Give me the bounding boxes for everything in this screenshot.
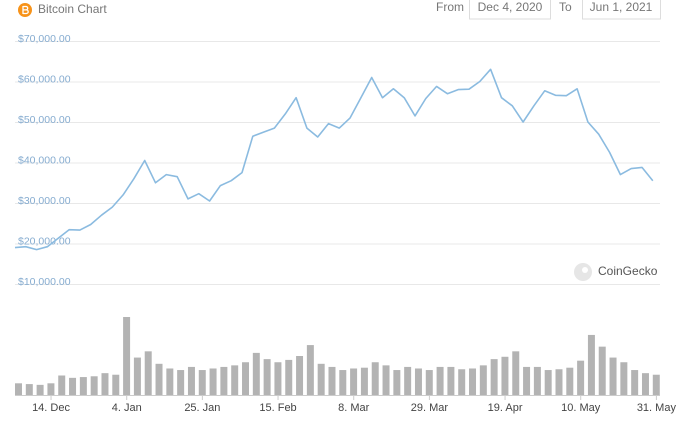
volume-bar xyxy=(285,359,293,395)
volume-bar xyxy=(306,345,314,395)
volume-bar xyxy=(133,357,141,395)
y-tick-label: $20,000.00 xyxy=(18,235,71,247)
volume-bar xyxy=(490,359,498,395)
volume-bar xyxy=(501,356,509,395)
volume-bar xyxy=(47,383,55,395)
volume-bar xyxy=(404,366,412,395)
volume-bar xyxy=(58,375,66,395)
x-tick-label: 15. Feb xyxy=(259,402,296,414)
chart-title: Bitcoin Chart xyxy=(38,2,107,16)
x-tick-label: 10. May xyxy=(561,402,601,414)
volume-bar xyxy=(641,373,649,395)
from-date[interactable]: Dec 4, 2020 xyxy=(478,0,543,14)
volume-bar xyxy=(360,367,368,395)
y-tick-label: $70,000.00 xyxy=(18,33,71,45)
volume-bar xyxy=(425,370,433,395)
volume-bar xyxy=(296,356,304,395)
volume-bar xyxy=(620,362,628,395)
volume-bar xyxy=(112,374,120,395)
x-tick-label: 8. Mar xyxy=(338,402,370,414)
watermark-logo-eye xyxy=(582,267,588,273)
volume-bar xyxy=(79,377,87,395)
x-tick-label: 29. Mar xyxy=(411,402,449,414)
volume-bar xyxy=(414,368,422,395)
volume-bar xyxy=(209,368,217,395)
bitcoin-glyph xyxy=(22,5,29,15)
volume-bar xyxy=(317,363,325,395)
volume-bar xyxy=(577,360,585,395)
volume-bar xyxy=(652,374,660,395)
volume-bar xyxy=(198,370,206,395)
volume-bar xyxy=(252,352,260,395)
volume-bar xyxy=(274,362,282,395)
volume-bar xyxy=(609,357,617,395)
volume-bar xyxy=(631,370,639,395)
volume-bar xyxy=(15,383,22,395)
volume-bar xyxy=(242,362,249,395)
x-tick-label: 31. May xyxy=(637,402,676,414)
volume-bar xyxy=(339,370,347,395)
volume-bar xyxy=(598,346,606,395)
volume-bar xyxy=(90,376,98,395)
volume-bar xyxy=(469,368,477,395)
volume-bar xyxy=(166,368,174,395)
volume-bar xyxy=(155,363,163,395)
volume-bar xyxy=(447,366,455,395)
x-tick-label: 19. Apr xyxy=(488,402,523,414)
to-label: To xyxy=(559,0,572,14)
volume-bar xyxy=(123,317,131,395)
volume-bar xyxy=(587,334,595,395)
volume-bar xyxy=(69,377,77,395)
volume-bar xyxy=(533,366,541,395)
volume-bar xyxy=(436,366,444,395)
volume-bar xyxy=(328,366,336,395)
x-tick-label: 14. Dec xyxy=(32,402,70,414)
volume-bar xyxy=(231,365,239,395)
volume-bar xyxy=(25,384,33,395)
volume-bar xyxy=(382,365,390,395)
volume-bar xyxy=(458,369,466,395)
volume-bar xyxy=(350,368,358,395)
volume-bar xyxy=(263,359,271,395)
y-tick-label: $60,000.00 xyxy=(18,73,71,85)
from-date-input[interactable] xyxy=(469,0,551,20)
volume-bar xyxy=(36,384,44,395)
volume-bar xyxy=(523,366,531,395)
to-date-input[interactable] xyxy=(582,0,661,20)
volume-bar xyxy=(187,366,195,395)
volume-bar xyxy=(544,370,552,395)
volume-bar xyxy=(220,366,228,395)
y-tick-label: $40,000.00 xyxy=(18,154,71,166)
volume-bar xyxy=(144,351,152,395)
volume-bar xyxy=(566,367,574,395)
from-label: From xyxy=(436,0,464,14)
volume-bar xyxy=(101,373,109,395)
x-tick-label: 25. Jan xyxy=(184,402,220,414)
to-date[interactable]: Jun 1, 2021 xyxy=(590,0,653,14)
y-tick-label: $10,000.00 xyxy=(18,276,71,288)
volume-bar xyxy=(371,362,379,395)
y-tick-label: $30,000.00 xyxy=(18,195,71,207)
volume-bar xyxy=(393,370,401,395)
volume-bar xyxy=(512,351,520,395)
volume-bar xyxy=(555,369,563,395)
x-tick-label: 4. Jan xyxy=(112,402,142,414)
watermark: CoinGecko xyxy=(598,264,658,278)
volume-bar xyxy=(479,365,487,395)
price-line xyxy=(14,68,654,251)
volume-bar xyxy=(177,370,185,395)
y-tick-label: $50,000.00 xyxy=(18,114,71,126)
